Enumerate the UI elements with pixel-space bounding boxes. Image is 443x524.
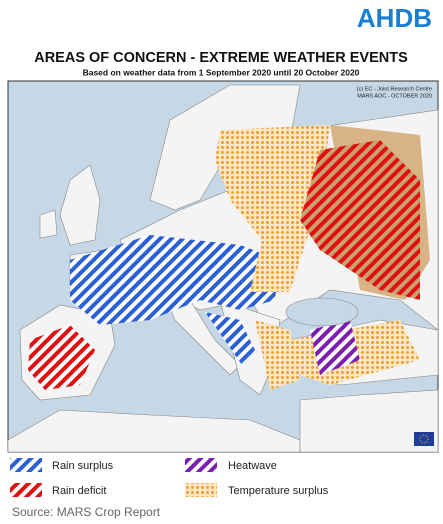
temperature-surplus-area <box>255 320 300 390</box>
black-sea <box>285 297 359 327</box>
legend: Rain surplus Heatwave Rain deficit Tempe… <box>10 458 329 497</box>
temperature-surplus-area <box>215 125 330 292</box>
legend-swatch <box>10 458 42 472</box>
legend-swatch <box>185 458 217 472</box>
heatwave-area <box>310 320 360 375</box>
map-title: AREAS OF CONCERN - EXTREME WEATHER EVENT… <box>34 50 408 66</box>
legend-label: Rain surplus <box>52 460 114 472</box>
map-subtitle: Based on weather data from 1 September 2… <box>83 67 360 77</box>
legend-swatch <box>10 483 42 497</box>
map-credit: (c) EC - Joint Research Centre <box>357 86 432 92</box>
map-credit: MARS AOC - OCTOBER 2020 <box>357 93 432 99</box>
rain-surplus-area <box>70 235 280 325</box>
legend-label: Heatwave <box>228 460 277 472</box>
rain-deficit-area <box>28 325 95 390</box>
source: Source: MARS Crop Report <box>12 505 161 519</box>
legend-label: Rain deficit <box>52 485 106 497</box>
eu-stars <box>419 434 429 444</box>
logo: AHDB <box>357 3 432 33</box>
eu-flag <box>414 432 434 446</box>
rain-deficit-area <box>300 140 420 300</box>
rain-surplus-area <box>205 312 255 365</box>
legend-swatch <box>185 483 217 497</box>
map: (c) EC - Joint Research Centre MARS AOC … <box>7 80 439 453</box>
legend-label: Temperature surplus <box>228 485 329 497</box>
